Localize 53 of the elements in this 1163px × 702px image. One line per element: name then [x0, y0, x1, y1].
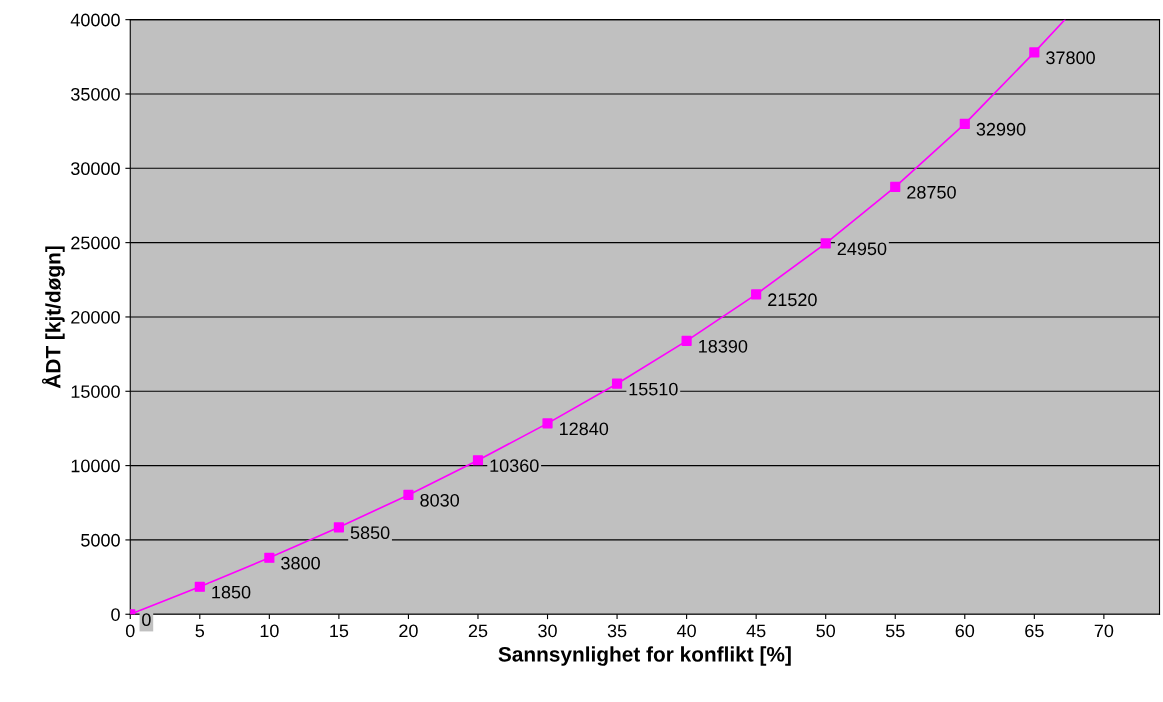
y-tick-label: 25000	[71, 236, 120, 250]
x-tick-label: 0	[125, 624, 135, 638]
point	[751, 289, 762, 300]
x-tick-label: 5	[195, 624, 205, 638]
x-tick-label: 55	[885, 624, 905, 638]
point	[542, 418, 553, 429]
y-axis-title: ÅDT [kjt/døgn]	[41, 246, 65, 389]
point	[194, 581, 205, 592]
x-tick-label: 35	[607, 624, 627, 638]
data-label: 3800	[281, 556, 320, 570]
y-tick-label: 20000	[71, 310, 120, 324]
data-label: 21520	[768, 293, 817, 307]
point	[681, 335, 692, 346]
y-tick-label: 15000	[71, 385, 120, 398]
point	[264, 552, 275, 563]
data-label: 37800	[1046, 51, 1095, 65]
data-label: 32990	[976, 122, 1026, 136]
data-label: 1850	[212, 585, 251, 599]
point	[1029, 47, 1040, 58]
point	[890, 181, 901, 192]
y-tick-label: 5000	[81, 533, 120, 547]
data-label: 0	[142, 613, 151, 627]
x-axis-title: Sannsynlighet for konflikt [%]	[498, 646, 791, 666]
point	[333, 522, 344, 533]
point	[820, 238, 831, 249]
data-label: 12840	[560, 422, 609, 436]
data-label: 10360	[490, 459, 539, 473]
data-label: 28750	[907, 185, 956, 199]
data-label: 18390	[699, 339, 748, 353]
point	[959, 118, 970, 129]
y-tick-label: 0	[111, 608, 120, 621]
x-tick-label: 25	[468, 624, 488, 638]
x-tick-label: 65	[1025, 624, 1044, 638]
data-label: 24950	[837, 242, 887, 256]
data-label: 5850	[350, 526, 390, 540]
y-tick-label: 30000	[71, 162, 120, 176]
x-tick-label: 45	[746, 624, 766, 638]
x-tick-label: 50	[816, 624, 836, 638]
x-tick-label: 60	[955, 624, 975, 638]
x-tick-label: 30	[538, 624, 557, 638]
x-tick-label: 15	[330, 624, 349, 638]
point	[403, 489, 414, 500]
data-label: 8030	[420, 493, 459, 507]
data-label: 15510	[629, 382, 678, 396]
y-tick-label: 40000	[70, 13, 120, 27]
x-tick-label: 10	[260, 624, 279, 638]
x-tick-label: 20	[399, 624, 418, 638]
point	[472, 455, 484, 466]
y-tick-label: 35000	[71, 87, 120, 101]
x-tick-label: 70	[1094, 624, 1114, 638]
x-tick-label: 40	[676, 624, 696, 638]
y-tick-label: 10000	[71, 459, 120, 473]
point	[611, 378, 623, 389]
